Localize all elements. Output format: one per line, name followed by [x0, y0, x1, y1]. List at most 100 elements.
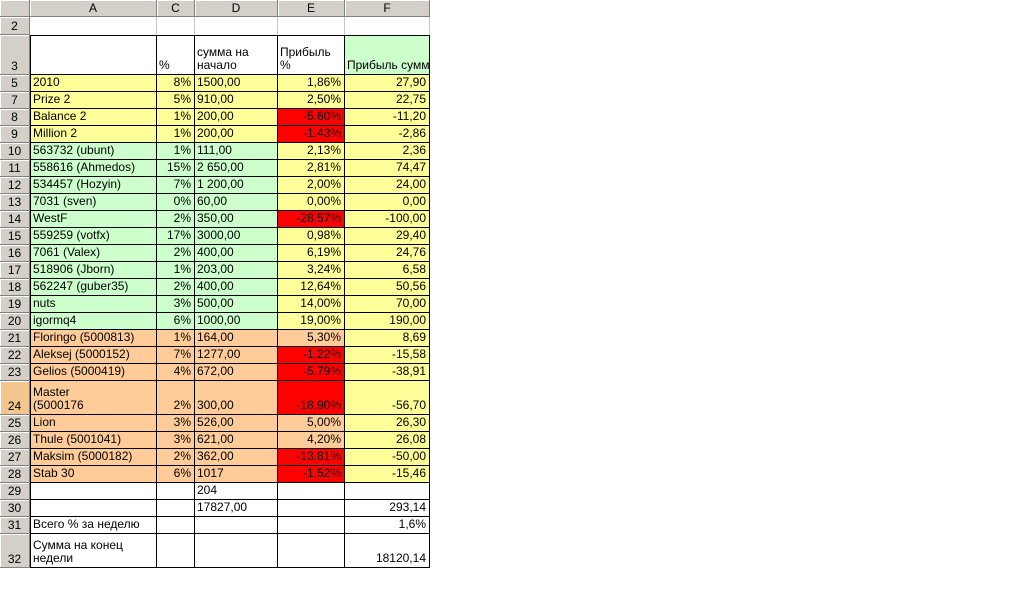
cell-F19[interactable]: 70,00 — [345, 296, 430, 313]
cell-C11[interactable]: 15% — [157, 160, 195, 177]
row-header-28[interactable]: 28 — [0, 466, 30, 483]
cell-C27[interactable]: 2% — [157, 449, 195, 466]
cell-E20[interactable]: 19,00% — [278, 313, 345, 330]
cell-A23[interactable]: Gelios (5000419) — [30, 364, 157, 381]
cell-F29[interactable] — [345, 483, 430, 500]
cell-F11[interactable]: 74,47 — [345, 160, 430, 177]
cell-D17[interactable]: 203,00 — [195, 262, 278, 279]
cell-D7[interactable]: 910,00 — [195, 92, 278, 109]
row-header-20[interactable]: 20 — [0, 313, 30, 330]
cell-C8[interactable]: 1% — [157, 109, 195, 126]
column-header-E[interactable]: E — [278, 0, 345, 17]
cell-E3[interactable]: Прибыль % — [278, 35, 345, 75]
cell-C23[interactable]: 4% — [157, 364, 195, 381]
row-header-10[interactable]: 10 — [0, 143, 30, 160]
cell-D22[interactable]: 1277,00 — [195, 347, 278, 364]
cell-A3[interactable] — [30, 35, 157, 75]
cell-C20[interactable]: 6% — [157, 313, 195, 330]
cell-E28[interactable]: -1,52% — [278, 466, 345, 483]
row-header-29[interactable]: 29 — [0, 483, 30, 500]
cell-C25[interactable]: 3% — [157, 415, 195, 432]
cell-E11[interactable]: 2,81% — [278, 160, 345, 177]
row-header-15[interactable]: 15 — [0, 228, 30, 245]
cell-F10[interactable]: 2,36 — [345, 143, 430, 160]
cell-A25[interactable]: Lion — [30, 415, 157, 432]
row-header-8[interactable]: 8 — [0, 109, 30, 126]
cell-E31[interactable] — [278, 517, 345, 534]
cell-E8[interactable]: -5,60% — [278, 109, 345, 126]
row-header-17[interactable]: 17 — [0, 262, 30, 279]
cell-A28[interactable]: Stab 30 — [30, 466, 157, 483]
cell-C17[interactable]: 1% — [157, 262, 195, 279]
cell-A9[interactable]: Million 2 — [30, 126, 157, 143]
cell-A26[interactable]: Thule (5001041) — [30, 432, 157, 449]
cell-D3[interactable]: сумма на начало — [195, 35, 278, 75]
cell-C18[interactable]: 2% — [157, 279, 195, 296]
cell-A18[interactable]: 562247 (guber35) — [30, 279, 157, 296]
cell-F25[interactable]: 26,30 — [345, 415, 430, 432]
cell-F3[interactable]: Прибыль сумм — [345, 35, 430, 75]
cell-E22[interactable]: -1,22% — [278, 347, 345, 364]
cell-D14[interactable]: 350,00 — [195, 211, 278, 228]
cell-F12[interactable]: 24,00 — [345, 177, 430, 194]
cell-F18[interactable]: 50,56 — [345, 279, 430, 296]
cell-F13[interactable]: 0,00 — [345, 194, 430, 211]
cell-C26[interactable]: 3% — [157, 432, 195, 449]
cell-E32[interactable] — [278, 534, 345, 568]
cell-D27[interactable]: 362,00 — [195, 449, 278, 466]
cell-C30[interactable] — [157, 500, 195, 517]
cell-C16[interactable]: 2% — [157, 245, 195, 262]
cell-F20[interactable]: 190,00 — [345, 313, 430, 330]
cell-E27[interactable]: -13,81% — [278, 449, 345, 466]
row-header-22[interactable]: 22 — [0, 347, 30, 364]
cell-D30[interactable]: 17827,00 — [195, 500, 278, 517]
cell-A20[interactable]: igormq4 — [30, 313, 157, 330]
row-header-27[interactable]: 27 — [0, 449, 30, 466]
cell-D2[interactable] — [195, 17, 278, 35]
cell-C24[interactable]: 2% — [157, 381, 195, 415]
cell-D23[interactable]: 672,00 — [195, 364, 278, 381]
cell-C7[interactable]: 5% — [157, 92, 195, 109]
cell-F31[interactable]: 1,6% — [345, 517, 430, 534]
cell-C5[interactable]: 8% — [157, 75, 195, 92]
cell-C13[interactable]: 0% — [157, 194, 195, 211]
cell-D20[interactable]: 1000,00 — [195, 313, 278, 330]
cell-D8[interactable]: 200,00 — [195, 109, 278, 126]
row-header-26[interactable]: 26 — [0, 432, 30, 449]
cell-A21[interactable]: Floringo (5000813) — [30, 330, 157, 347]
cell-C14[interactable]: 2% — [157, 211, 195, 228]
cell-F22[interactable]: -15,58 — [345, 347, 430, 364]
cell-E21[interactable]: 5,30% — [278, 330, 345, 347]
cell-C29[interactable] — [157, 483, 195, 500]
cell-A5[interactable]: 2010 — [30, 75, 157, 92]
cell-E9[interactable]: -1,43% — [278, 126, 345, 143]
cell-E2[interactable] — [278, 17, 345, 35]
cell-A32[interactable]: Сумма на конец недели — [30, 534, 157, 568]
cell-E12[interactable]: 2,00% — [278, 177, 345, 194]
row-header-7[interactable]: 7 — [0, 92, 30, 109]
row-header-21[interactable]: 21 — [0, 330, 30, 347]
row-header-3[interactable]: 3 — [0, 35, 30, 75]
cell-A8[interactable]: Balance 2 — [30, 109, 157, 126]
cell-D28[interactable]: 1017 — [195, 466, 278, 483]
cell-D29[interactable]: 204 — [195, 483, 278, 500]
cell-D18[interactable]: 400,00 — [195, 279, 278, 296]
cell-A2[interactable] — [30, 17, 157, 35]
cell-E29[interactable] — [278, 483, 345, 500]
cell-E7[interactable]: 2,50% — [278, 92, 345, 109]
cell-D21[interactable]: 164,00 — [195, 330, 278, 347]
cell-A11[interactable]: 558616 (Ahmedos) — [30, 160, 157, 177]
cell-F16[interactable]: 24,76 — [345, 245, 430, 262]
row-header-5[interactable]: 5 — [0, 75, 30, 92]
cell-F27[interactable]: -50,00 — [345, 449, 430, 466]
cell-E16[interactable]: 6,19% — [278, 245, 345, 262]
cell-F2[interactable] — [345, 17, 430, 35]
cell-D16[interactable]: 400,00 — [195, 245, 278, 262]
cell-A13[interactable]: 7031 (sven) — [30, 194, 157, 211]
cell-F24[interactable]: -56,70 — [345, 381, 430, 415]
row-header-31[interactable]: 31 — [0, 517, 30, 534]
cell-C15[interactable]: 17% — [157, 228, 195, 245]
row-header-14[interactable]: 14 — [0, 211, 30, 228]
cell-C21[interactable]: 1% — [157, 330, 195, 347]
cell-A19[interactable]: nuts — [30, 296, 157, 313]
